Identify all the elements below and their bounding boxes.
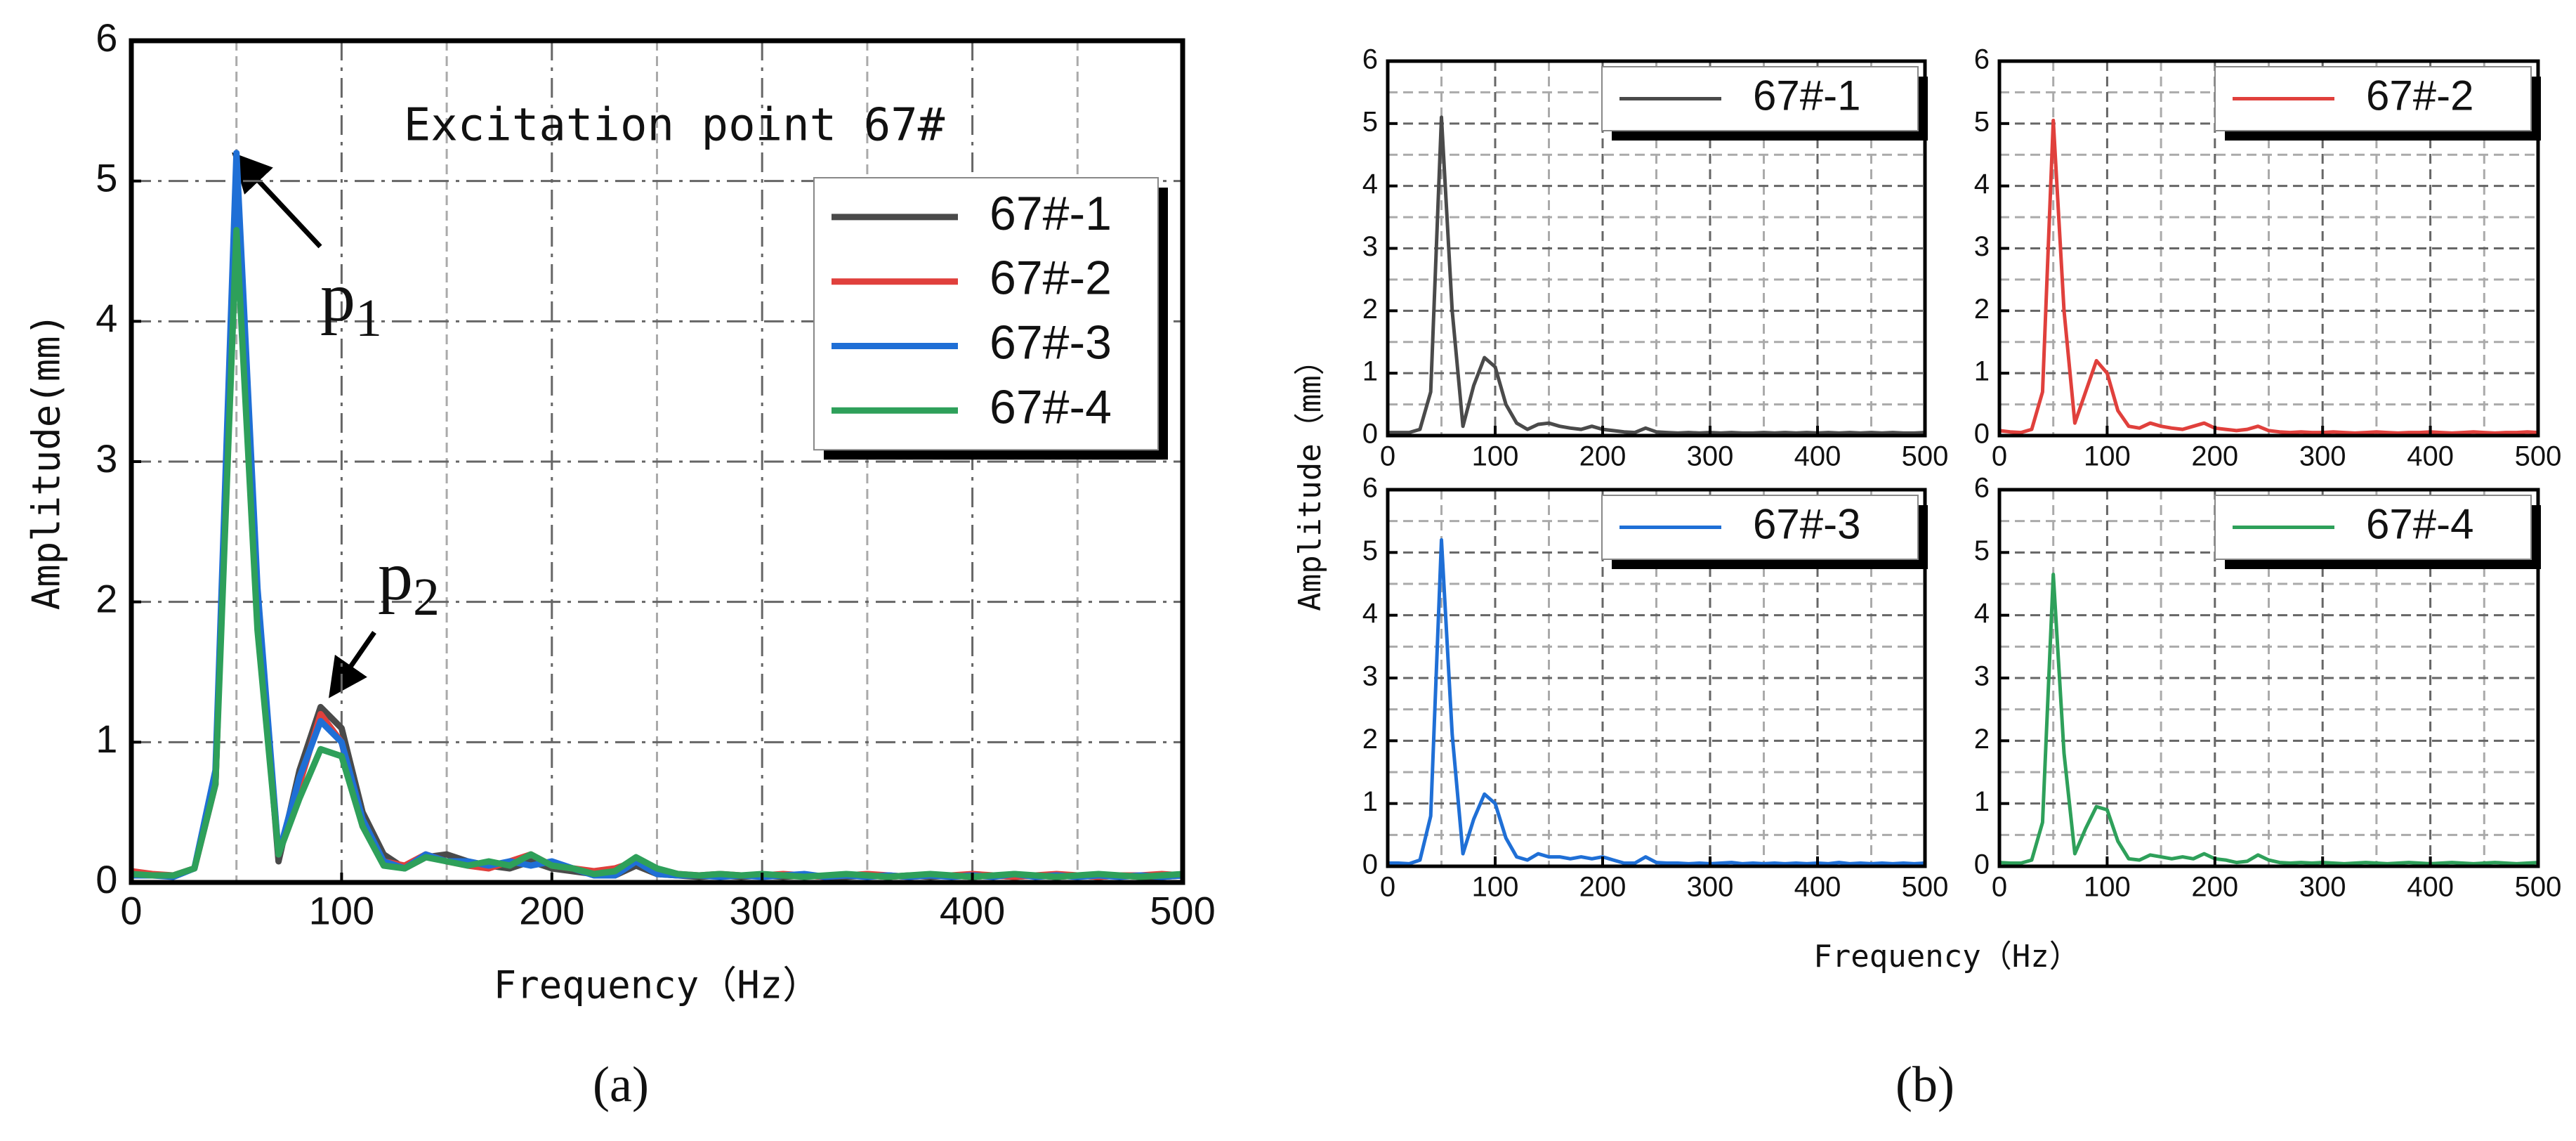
legend-label: 67#-3 (1753, 500, 1860, 547)
annotation-subscript: 1 (355, 289, 382, 348)
series-line (1999, 573, 2539, 866)
y-tick-label: 6 (1362, 473, 1378, 504)
legend-label: 67#-1 (1753, 72, 1860, 119)
y-tick-label: 6 (1362, 44, 1378, 75)
y-tick-label: 5 (1974, 535, 1990, 566)
series-line (1999, 118, 2539, 435)
y-tick-label: 1 (1362, 356, 1378, 387)
y-tick-label: 5 (96, 155, 117, 200)
x-tick-label: 300 (2299, 441, 2346, 472)
y-tick-label: 5 (1362, 106, 1378, 137)
annotation-subscript: 2 (413, 568, 440, 627)
legend-label: 67#-3 (990, 315, 1112, 369)
shared-y-axis-label: Amplitude（mm） (1292, 344, 1328, 611)
annotation-arrow (329, 631, 376, 698)
x-tick-label: 400 (940, 889, 1005, 933)
series-line (1388, 538, 1926, 866)
annotation: p1 (320, 258, 382, 348)
y-tick-label: 3 (1362, 661, 1378, 692)
x-tick-label: 500 (2515, 441, 2562, 472)
x-tick-label: 100 (2084, 872, 2131, 903)
x-tick-label: 300 (1687, 872, 1734, 903)
y-tick-label: 0 (96, 857, 117, 901)
x-tick-label: 300 (1687, 441, 1734, 472)
y-tick-label: 2 (1974, 294, 1990, 325)
y-tick-label: 3 (96, 436, 117, 481)
y-tick-label: 3 (1362, 231, 1378, 262)
x-tick-label: 300 (729, 889, 794, 933)
legend-label: 67#-1 (990, 187, 1112, 240)
y-axis-label: Amplitude(mm) (25, 313, 69, 611)
panel-caption: (a) (593, 1057, 649, 1113)
x-tick-label: 400 (1794, 441, 1841, 472)
x-tick-label: 100 (309, 889, 374, 933)
y-tick-label: 6 (1974, 473, 1990, 504)
y-tick-label: 4 (1974, 169, 1990, 200)
y-tick-label: 5 (1974, 106, 1990, 137)
y-tick-label: 0 (1362, 849, 1378, 880)
y-tick-label: 1 (1974, 786, 1990, 817)
y-tick-label: 1 (1974, 356, 1990, 387)
y-tick-label: 0 (1974, 419, 1990, 450)
annotation-text: p (320, 258, 355, 336)
y-tick-label: 3 (1974, 231, 1990, 262)
x-tick-label: 200 (2191, 441, 2238, 472)
legend-label: 67#-2 (2366, 72, 2473, 119)
x-tick-label: 200 (2191, 872, 2238, 903)
y-tick-label: 1 (96, 717, 117, 761)
x-tick-label: 500 (1902, 872, 1949, 903)
x-axis-label: Frequency（Hz） (494, 963, 821, 1008)
y-tick-label: 0 (1362, 419, 1378, 450)
y-tick-label: 2 (1362, 724, 1378, 755)
x-tick-label: 100 (1472, 872, 1519, 903)
x-tick-label: 0 (1380, 441, 1395, 472)
series-line (131, 227, 1183, 880)
annotation-arrow (232, 152, 322, 249)
x-tick-label: 200 (519, 889, 584, 933)
x-tick-label: 500 (2515, 872, 2562, 903)
x-tick-label: 0 (1380, 872, 1395, 903)
y-tick-label: 5 (1362, 535, 1378, 566)
y-tick-label: 0 (1974, 849, 1990, 880)
x-tick-label: 100 (2084, 441, 2131, 472)
y-tick-label: 3 (1974, 661, 1990, 692)
y-tick-label: 2 (1362, 294, 1378, 325)
y-tick-label: 2 (1974, 724, 1990, 755)
x-tick-label: 0 (1992, 441, 2007, 472)
y-tick-label: 4 (1974, 598, 1990, 629)
panel-caption: (b) (1895, 1057, 1954, 1113)
legend-label: 67#-2 (990, 252, 1112, 305)
y-tick-label: 4 (1362, 169, 1378, 200)
y-tick-label: 4 (96, 296, 117, 340)
legend-label: 67#-4 (2366, 500, 2473, 547)
x-tick-label: 300 (2299, 872, 2346, 903)
shared-x-axis-label: Frequency（Hz） (1813, 939, 2079, 974)
annotation: p2 (378, 537, 440, 627)
x-tick-label: 100 (1472, 441, 1519, 472)
x-tick-label: 500 (1902, 441, 1949, 472)
x-tick-label: 200 (1579, 441, 1627, 472)
x-tick-label: 0 (1992, 872, 2007, 903)
y-tick-label: 6 (96, 15, 117, 60)
legend-box (813, 177, 1159, 451)
x-tick-label: 400 (1794, 872, 1841, 903)
annotation-text: p (378, 537, 413, 615)
legend-label: 67#-4 (990, 380, 1112, 433)
x-tick-label: 200 (1579, 872, 1627, 903)
x-tick-label: 400 (2407, 441, 2454, 472)
y-tick-label: 6 (1974, 44, 1990, 75)
x-tick-label: 400 (2407, 872, 2454, 903)
x-tick-label: 0 (120, 889, 142, 933)
y-tick-label: 4 (1362, 598, 1378, 629)
chart-title: Excitation point 67# (404, 100, 945, 152)
y-tick-label: 1 (1362, 786, 1378, 817)
series-line (1388, 115, 1926, 435)
y-tick-label: 2 (96, 576, 117, 620)
x-tick-label: 500 (1150, 889, 1215, 933)
